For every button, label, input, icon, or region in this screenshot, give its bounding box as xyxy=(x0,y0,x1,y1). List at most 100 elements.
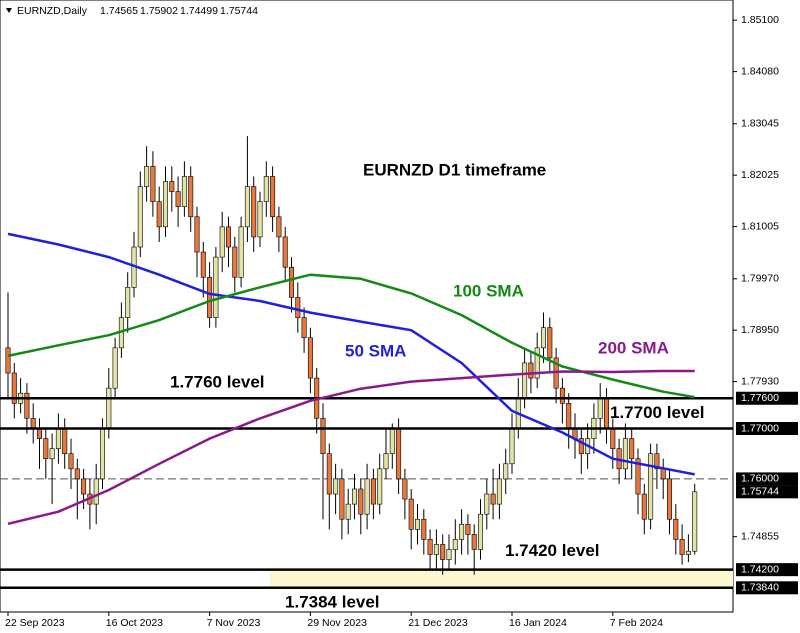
header-low: 1.74499 xyxy=(180,5,218,17)
level-label: 1.7384 level xyxy=(285,592,380,611)
candle-body xyxy=(459,523,465,540)
candle-body xyxy=(81,478,87,495)
price-marker xyxy=(736,391,798,405)
candle-body xyxy=(144,166,150,187)
candle-body xyxy=(559,387,565,404)
candle-body xyxy=(226,226,232,248)
candle-body xyxy=(358,488,364,515)
candle-body xyxy=(396,428,402,480)
candle-body xyxy=(270,176,276,218)
candle-body xyxy=(370,478,376,505)
candle-body xyxy=(244,186,250,228)
candle-body xyxy=(163,181,169,228)
candle-body xyxy=(622,438,628,470)
candle-body xyxy=(74,468,80,480)
candle-body xyxy=(326,453,332,495)
candle-body xyxy=(238,226,244,278)
candle-body xyxy=(263,176,269,202)
price-marker-label: 1.74200 xyxy=(741,563,779,575)
x-tick-label: 16 Jan 2024 xyxy=(509,617,567,629)
candle-body xyxy=(509,428,515,465)
y-tick-label: 1.84080 xyxy=(741,65,779,77)
candle-body xyxy=(11,372,17,404)
candle-body xyxy=(578,438,584,455)
symbol: EURNZD,Daily xyxy=(17,5,88,17)
x-tick-label: 7 Nov 2023 xyxy=(207,617,261,629)
candle-body xyxy=(414,518,420,530)
candle-body xyxy=(307,337,313,379)
candle-body xyxy=(276,216,282,238)
sma-line xyxy=(7,273,695,399)
candle-body xyxy=(333,478,339,495)
candle-body xyxy=(364,478,370,515)
candle-body xyxy=(427,539,433,555)
header-high: 1.75902 xyxy=(140,5,178,17)
candle-body xyxy=(112,347,118,389)
candle-body xyxy=(641,493,647,520)
price-marker xyxy=(736,563,798,577)
candle-body xyxy=(93,478,99,505)
y-tick-label: 1.81005 xyxy=(741,220,779,232)
candle-body xyxy=(207,276,213,318)
candle-body xyxy=(440,544,446,560)
candle-body xyxy=(125,287,131,318)
price-marker-label: 1.77000 xyxy=(741,422,779,434)
candle-body xyxy=(635,458,641,495)
candle-body xyxy=(534,347,540,379)
candle-body xyxy=(471,534,477,550)
level-label: 1.7760 level xyxy=(170,373,265,392)
candle-body xyxy=(648,453,654,520)
candle-body xyxy=(540,327,546,349)
y-tick-label: 1.82025 xyxy=(741,169,779,181)
y-tick-label: 1.77930 xyxy=(741,375,779,387)
y-tick-label: 1.79970 xyxy=(741,273,779,285)
x-tick-label: 29 Nov 2023 xyxy=(307,617,367,629)
candle-body xyxy=(295,297,301,318)
candle-body xyxy=(603,397,609,429)
candle-body xyxy=(194,216,200,253)
candle-body xyxy=(610,428,616,449)
candle-body xyxy=(465,523,471,535)
y-tick-label: 1.83045 xyxy=(741,118,779,130)
candle-body xyxy=(156,201,162,228)
sma-line xyxy=(7,369,695,526)
x-tick-label: 22 Sep 2023 xyxy=(5,617,65,629)
header-arrow xyxy=(6,8,12,13)
candle-body xyxy=(62,428,68,455)
candle-body xyxy=(484,493,490,515)
candle-body xyxy=(137,186,143,248)
candle-body xyxy=(106,387,112,429)
level-label: 1.7700 level xyxy=(610,403,705,422)
chart-title: EURNZD D1 timeframe xyxy=(363,160,546,179)
candle-body xyxy=(30,418,36,429)
candle-body xyxy=(301,317,307,339)
price-marker-label: 1.73840 xyxy=(741,582,779,594)
candle-body xyxy=(421,518,427,540)
candle-body xyxy=(181,176,187,207)
candle-body xyxy=(528,362,534,379)
candle-body xyxy=(597,397,603,419)
candle-body xyxy=(654,453,660,470)
price-marker-label: 1.76000 xyxy=(741,473,779,485)
candle-body xyxy=(55,428,61,449)
candle-body xyxy=(200,251,206,278)
candle-body xyxy=(213,256,219,318)
candle-body xyxy=(339,478,345,520)
x-tick-label: 16 Oct 2023 xyxy=(106,617,163,629)
candle-body xyxy=(377,468,383,505)
candle-body xyxy=(288,266,294,298)
candle-body xyxy=(251,186,257,238)
candle-body xyxy=(383,453,389,470)
candle-body xyxy=(433,544,439,555)
candle-body xyxy=(496,478,502,505)
candle-body xyxy=(219,226,225,258)
sma-line xyxy=(7,232,695,476)
candle-body xyxy=(150,166,156,202)
candle-body xyxy=(666,478,672,520)
candle-body xyxy=(282,236,288,268)
candle-body xyxy=(351,488,357,505)
candle-body xyxy=(490,493,496,505)
candle-body xyxy=(345,503,351,520)
price-marker-label: 1.75744 xyxy=(741,486,779,498)
